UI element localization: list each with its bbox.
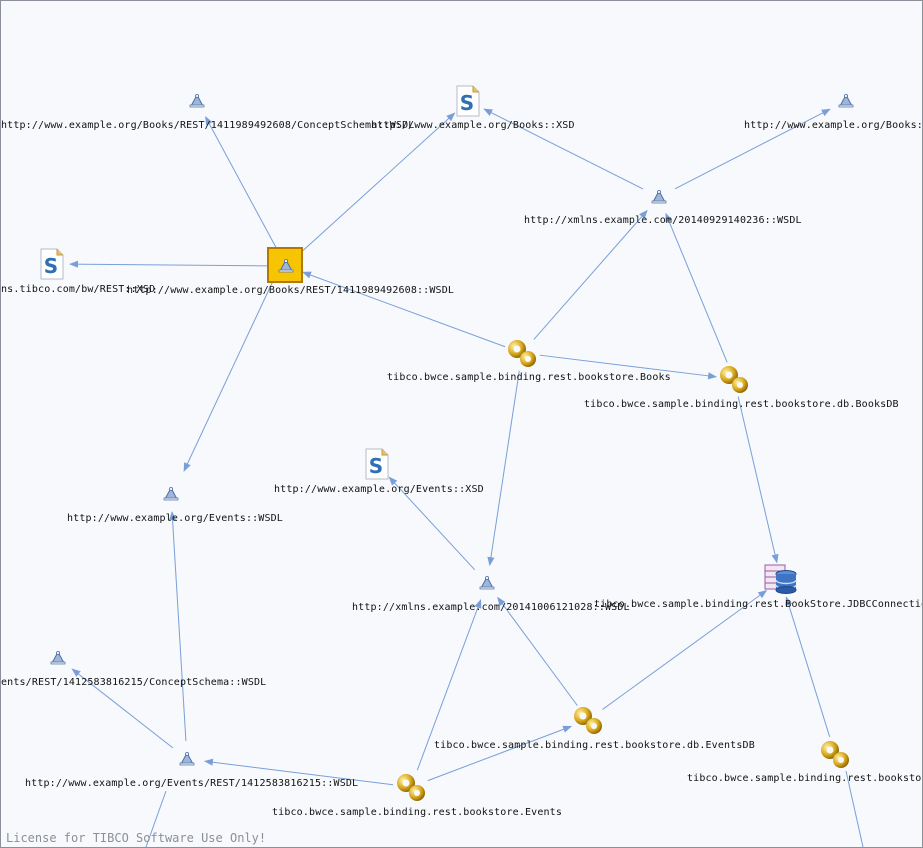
wsdl-bell-icon[interactable] [651,190,667,204]
dependency-edge-n7-n6 [302,271,506,348]
gear-module-icon[interactable] [718,363,750,395]
node-label: tibco.bwce.sample.binding.rest.bookstore… [272,807,563,818]
node-label: http://www.example.org/Books::XSD [371,120,575,131]
node-label: http://xmlns.example.com/20141006121028:… [352,602,630,613]
dependency-edge-n6-n1 [205,116,278,251]
gear-module-icon[interactable] [572,704,604,736]
xsd-document-icon[interactable]: S [39,248,65,280]
node-label: http://www.example.org/Books/REST/141198… [127,285,455,296]
dependency-edge-n8-n4 [665,212,728,363]
xsd-document-icon[interactable]: S [455,85,481,117]
dependency-edge-n6-n5 [69,260,269,268]
dependency-edge-n17-n11 [416,599,482,771]
wsdl-bell-icon[interactable] [479,576,495,590]
dependency-edge-n16-n13 [71,668,174,749]
dependency-edge-n6-n2 [298,112,456,255]
node-label: tibco.bwce.sample.binding.rest.BookStore… [594,599,923,610]
offscreen-edge-0 [145,790,167,847]
node-label: tibco.bwce.sample.binding.rest.bookstore… [387,372,671,383]
dependency-edge-n4-n3 [674,108,831,190]
wsdl-bell-icon[interactable] [189,94,205,108]
dependency-edge-n8-n12 [737,396,779,564]
license-notice: License for TIBCO Software Use Only! [6,831,267,845]
dependency-edge-n14-n11 [497,596,578,706]
dependency-edge-n16-n10 [168,511,187,742]
jdbc-database-icon[interactable] [764,564,798,596]
node-label: tibco.bwce.sample.binding.rest.bookstore… [584,399,899,410]
svg-text:S: S [44,254,58,278]
dependency-edge-n17-n14 [427,725,573,782]
svg-text:S: S [460,91,474,115]
gear-module-icon[interactable] [506,337,538,369]
node-label: tibco.bwce.sample.binding.rest.bookstore… [434,740,755,751]
gear-module-icon[interactable] [819,738,851,770]
dependency-edge-n4-n2 [483,108,644,190]
node-label: http://www.example.org/Events/REST/14125… [25,778,359,789]
dependency-edge-n17-n16 [203,758,394,786]
node-label: ents/REST/1412583816215/ConceptSchema::W… [1,677,267,688]
wsdl-bell-icon[interactable] [50,651,66,665]
dependency-edge-n14-n12 [602,590,768,710]
xsd-document-icon[interactable]: S [364,448,390,480]
wsdl-bell-icon[interactable] [278,259,294,273]
node-label: http://xmlns.example.com/20140929140236:… [524,215,802,226]
node-label: http://www.example.org/Events::WSDL [67,513,283,524]
offscreen-edge-1 [845,770,864,847]
wsdl-bell-icon[interactable] [838,94,854,108]
svg-text:S: S [369,454,383,478]
dependency-edge-n15-n12 [785,596,831,737]
wsdl-bell-icon[interactable] [179,752,195,766]
wsdl-bell-icon[interactable] [163,487,179,501]
node-label: http://www.example.org/Books:: [744,120,923,131]
dependency-edge-n6-n10 [183,280,274,472]
dependency-edge-n11-n9 [388,476,476,571]
dependency-edge-n7-n4 [533,209,648,340]
node-label: ns.tibco.com/bw/REST::XSD [1,284,156,295]
gear-module-icon[interactable] [395,771,427,803]
dependency-edge-n7-n11 [487,370,520,567]
node-label: http://www.example.org/Books/REST/141198… [1,120,415,131]
node-label: http://www.example.org/Events::XSD [274,484,484,495]
node-label: tibco.bwce.sample.binding.rest.bookstore [687,773,923,784]
dependency-edge-n7-n8 [539,354,718,380]
